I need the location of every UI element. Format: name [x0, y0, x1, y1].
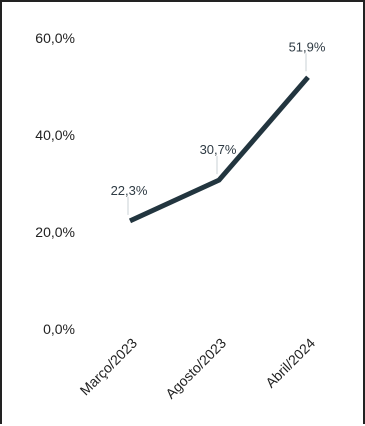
data-label: 51,9%: [289, 39, 326, 54]
y-tick-label: 20,0%: [35, 224, 75, 240]
y-axis: 0,0% 20,0% 40,0% 60,0%: [35, 30, 75, 337]
x-tick-label: Agosto/2023: [162, 335, 229, 402]
x-tick-label: Abril/2024: [262, 335, 318, 391]
y-tick-label: 40,0%: [35, 127, 75, 143]
x-axis: Março/2023 Agosto/2023 Abril/2024: [77, 335, 319, 402]
y-tick-label: 0,0%: [43, 321, 75, 337]
data-label: 22,3%: [111, 183, 148, 198]
data-labels: 22,3% 30,7% 51,9%: [111, 39, 326, 215]
data-label: 30,7%: [200, 142, 237, 157]
y-tick-label: 60,0%: [35, 30, 75, 46]
x-tick-label: Março/2023: [77, 335, 141, 399]
